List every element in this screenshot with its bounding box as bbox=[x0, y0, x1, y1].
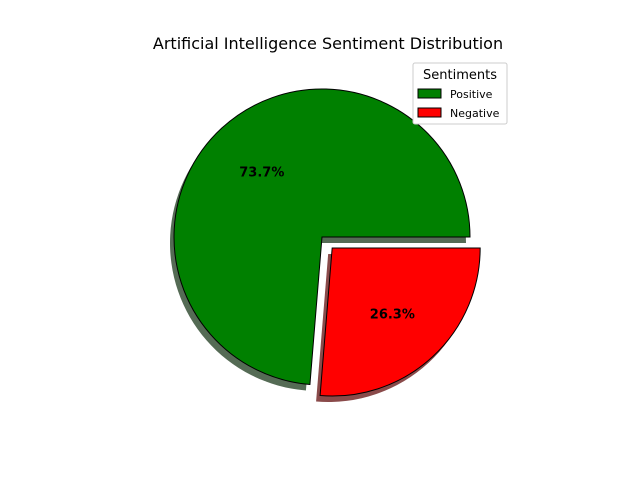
legend-label-positive: Positive bbox=[450, 88, 493, 101]
legend-label-negative: Negative bbox=[450, 107, 500, 120]
percent-label-positive: 73.7% bbox=[239, 166, 284, 181]
legend: Sentiments Positive Negative bbox=[412, 62, 508, 125]
chart-title: Artificial Intelligence Sentiment Distri… bbox=[153, 34, 503, 53]
legend-swatch-negative bbox=[417, 107, 442, 118]
percent-labels: 73.7% 26.3% bbox=[239, 166, 415, 323]
pie-slice-negative bbox=[319, 247, 481, 397]
legend-swatch-positive bbox=[417, 88, 442, 99]
pie-slices bbox=[173, 88, 481, 397]
pie-slice-positive bbox=[173, 88, 471, 386]
percent-label-negative: 26.3% bbox=[370, 307, 415, 322]
legend-title: Sentiments bbox=[423, 68, 497, 83]
